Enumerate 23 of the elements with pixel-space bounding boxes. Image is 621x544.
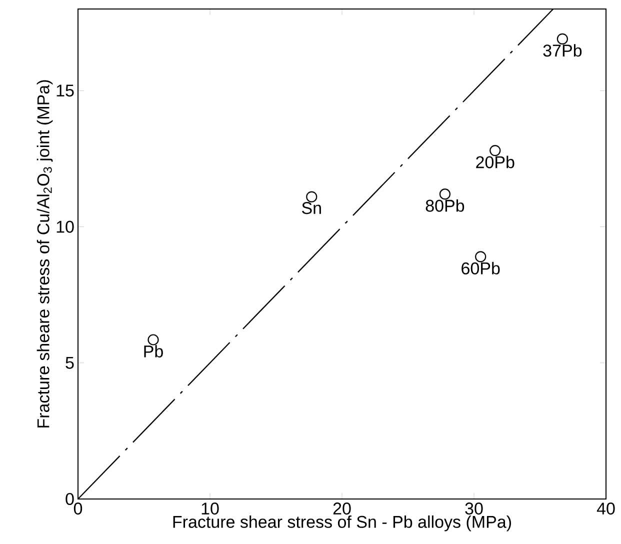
y-tick-label: 15 <box>56 84 74 97</box>
x-tick-label: 20 <box>333 502 351 515</box>
point <box>475 251 486 262</box>
annotation: 37Pb <box>543 44 582 57</box>
point <box>439 188 451 200</box>
annotation: 80Pb <box>426 199 464 212</box>
annotation: Pb <box>144 344 163 358</box>
x-tick-label: 0 <box>74 502 82 515</box>
point <box>556 33 568 44</box>
annotation: Sn <box>302 202 321 214</box>
y-tick-label: 10 <box>56 220 74 233</box>
point <box>148 334 159 346</box>
annotation: 20Pb <box>476 156 514 168</box>
y-tick-label: 5 <box>66 356 74 369</box>
point <box>490 145 501 156</box>
y-axis-title: Fracture sheare stress of Cu/Al$_{2}$O$_{3}$ joint (MPa) <box>36 80 53 428</box>
x-tick-label: 40 <box>596 502 615 515</box>
x-axis-title: Fracture shear stress of Sn - Pb alloys (MPa) <box>173 515 511 532</box>
y-tick-label: 0 <box>66 492 74 506</box>
x-tick-label: 10 <box>202 502 219 515</box>
x-tick-label: 30 <box>465 502 483 515</box>
point <box>306 191 318 202</box>
annotation: 60Pb <box>462 262 500 274</box>
